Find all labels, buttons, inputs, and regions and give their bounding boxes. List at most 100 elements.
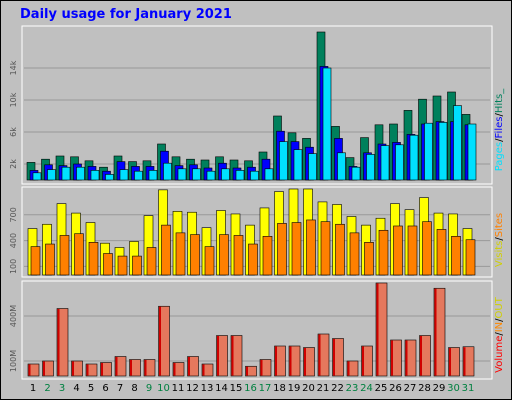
bottom-bars — [27, 282, 475, 377]
pages-bar — [61, 166, 71, 181]
volume-bar-shade — [362, 346, 364, 376]
volume-bar-shade — [57, 309, 60, 376]
volume-bar-shade — [376, 283, 379, 376]
day-label: 1 — [30, 383, 36, 394]
volume-bar — [42, 360, 54, 377]
volume-bar — [317, 333, 330, 377]
pages-bar — [293, 149, 303, 181]
y-tick-label: 100 — [9, 259, 18, 274]
top-legend-part: Pages — [494, 142, 505, 171]
day-label: 9 — [146, 383, 152, 394]
day-label: 7 — [117, 383, 123, 394]
volume-bar-shade — [115, 357, 118, 376]
day-label: 18 — [273, 383, 286, 394]
volume-bar — [85, 363, 98, 377]
volume-bar-shade — [159, 306, 161, 376]
volume-bar-shade — [405, 340, 408, 376]
chart-title: Daily usage for January 2021 — [20, 7, 232, 22]
volume-bar-shade — [144, 360, 147, 376]
middle-legend: Visits/Sites — [494, 213, 505, 267]
sites-bar — [59, 235, 70, 276]
volume-bar — [201, 363, 214, 377]
sites-bar — [146, 247, 157, 276]
volume-bar — [216, 335, 228, 377]
sites-bar — [422, 221, 432, 276]
volume-bar — [419, 335, 431, 377]
volume-bar-shade — [101, 363, 103, 376]
volume-bar — [129, 359, 141, 377]
volume-bar — [390, 339, 402, 377]
sites-bar — [190, 234, 200, 276]
volume-bar-shade — [449, 348, 451, 376]
sites-bar — [45, 243, 55, 276]
pages-bar — [366, 154, 375, 181]
volume-bar-shade — [391, 340, 393, 376]
volume-bar-shade — [347, 361, 350, 376]
top-bars — [26, 31, 477, 181]
sites-bar — [161, 224, 171, 276]
bottom-legend-part: / — [494, 332, 505, 336]
sites-bar — [262, 236, 273, 276]
sites-bar — [451, 236, 461, 276]
volume-bar — [187, 356, 199, 377]
volume-bar-shade — [260, 360, 263, 376]
top-legend-part: Files — [494, 117, 505, 139]
y-tick-label: 400 — [9, 233, 18, 248]
volume-bar — [404, 339, 417, 377]
day-label: 20 — [302, 383, 315, 394]
bottom-legend-part: OUT — [494, 296, 505, 318]
pages-bar — [47, 169, 56, 181]
sites-bar — [407, 225, 418, 276]
sites-bar — [349, 232, 360, 276]
volume-bar-shade — [130, 360, 132, 376]
day-label: 15 — [230, 383, 243, 394]
day-labels: 1 2 3 4 5 6 7 8 9 10 11 12 13 14 15 16 17 18 19 20 21 22 23 24 2… — [30, 383, 475, 394]
pages-bar — [424, 122, 433, 181]
y-tick-label: 6k — [9, 127, 18, 137]
y-tick-label: 100M — [9, 350, 18, 372]
volume-bar-shade — [333, 339, 335, 376]
day-label: 11 — [172, 383, 185, 394]
day-label: 10 — [157, 383, 170, 394]
volume-bar-shade — [304, 348, 306, 376]
top-grid: 2k 6k 10k 14k — [9, 60, 490, 169]
volume-bar — [303, 347, 315, 377]
pages-bar — [235, 170, 245, 181]
volume-bar — [288, 345, 301, 377]
day-label: 26 — [389, 383, 402, 394]
volume-bar-shade — [289, 346, 292, 376]
middle-legend-part: Visits — [494, 241, 505, 268]
sites-bar — [132, 255, 142, 276]
pages-bar — [177, 168, 187, 181]
volume-bar-shade — [188, 357, 190, 376]
sites-bar — [306, 219, 316, 276]
y-tick-label: 2k — [9, 159, 18, 169]
pages-bar — [409, 134, 419, 181]
volume-bar — [346, 360, 359, 377]
volume-bar — [462, 346, 475, 377]
pages-bar — [351, 166, 361, 181]
pages-bar — [163, 162, 172, 181]
pages-bar — [395, 144, 404, 181]
top-legend-part: / — [494, 113, 505, 117]
bottom-legend-part: / — [494, 318, 505, 322]
pages-bar — [279, 141, 288, 181]
sites-bar — [291, 222, 302, 276]
day-label: 8 — [131, 383, 137, 394]
pages-bar — [148, 170, 158, 181]
middle-legend-part: / — [494, 237, 505, 241]
sites-bar — [204, 246, 215, 276]
day-label: 2 — [44, 383, 50, 394]
day-label: 30 — [447, 383, 460, 394]
y-tick-label: 14k — [9, 60, 18, 75]
pages-bar — [453, 105, 462, 181]
day-label: 21 — [317, 383, 330, 394]
volume-bar — [158, 305, 170, 377]
legends: Pages/Files/Hits_Visits/SitesVolume/IN/O… — [494, 88, 505, 373]
sites-bar — [465, 239, 476, 276]
pages-bar — [264, 168, 274, 181]
volume-bar-shade — [217, 336, 219, 376]
volume-bar — [245, 365, 257, 377]
day-label: 5 — [88, 383, 94, 394]
